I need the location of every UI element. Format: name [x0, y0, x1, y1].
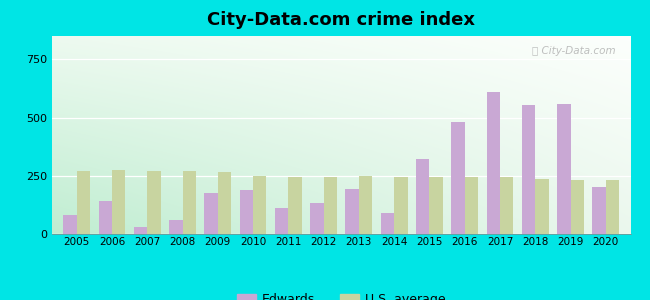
Bar [148, 171, 161, 234]
Bar [487, 92, 500, 234]
Bar [324, 177, 337, 234]
Bar [394, 177, 408, 234]
Bar [381, 213, 394, 234]
Bar [99, 201, 112, 234]
Bar [169, 220, 183, 234]
Legend: Edwards, U.S. average: Edwards, U.S. average [232, 288, 450, 300]
Bar [253, 176, 266, 234]
Bar [310, 202, 324, 234]
Bar [416, 160, 430, 234]
Bar [606, 180, 619, 234]
Bar [557, 103, 571, 234]
Bar [571, 180, 584, 234]
Bar [451, 122, 465, 234]
Bar [134, 227, 148, 234]
Bar [112, 170, 125, 234]
Bar [289, 177, 302, 234]
Bar [204, 193, 218, 234]
Bar [275, 208, 289, 234]
Bar [535, 179, 549, 234]
Bar [63, 215, 77, 234]
Title: City-Data.com crime index: City-Data.com crime index [207, 11, 475, 29]
Bar [183, 171, 196, 234]
Bar [346, 189, 359, 234]
Text: Ⓞ City-Data.com: Ⓞ City-Data.com [532, 46, 616, 56]
Bar [240, 190, 253, 234]
Bar [77, 171, 90, 234]
Bar [430, 177, 443, 234]
Bar [465, 177, 478, 234]
Bar [359, 176, 372, 234]
Bar [592, 188, 606, 234]
Bar [218, 172, 231, 234]
Bar [522, 105, 535, 234]
Bar [500, 177, 514, 234]
